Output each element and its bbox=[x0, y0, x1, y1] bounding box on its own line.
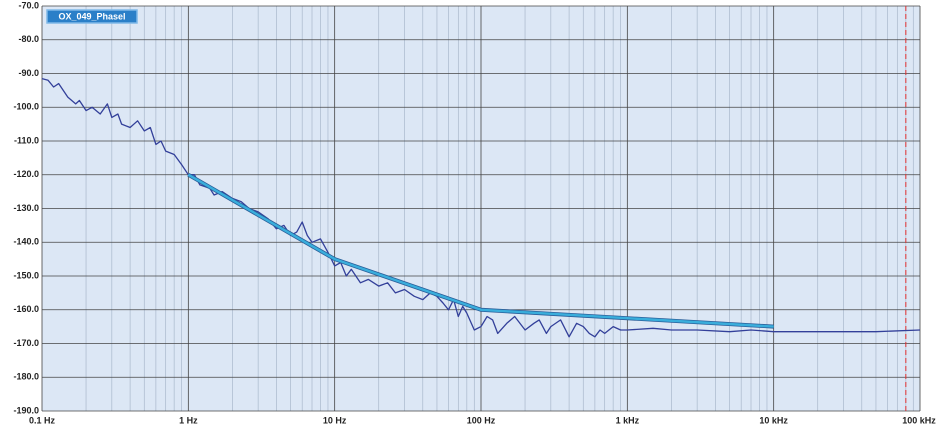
y-tick-label: -170.0 bbox=[13, 338, 39, 348]
x-tick-label: 10 kHz bbox=[759, 415, 788, 425]
x-tick-label: 10 Hz bbox=[323, 415, 347, 425]
y-tick-label: -100.0 bbox=[13, 102, 39, 112]
x-tick-label: 100 kHz bbox=[902, 415, 936, 425]
x-tick-label: 1 kHz bbox=[616, 415, 640, 425]
y-tick-label: -140.0 bbox=[13, 237, 39, 247]
series-line bbox=[41, 77, 921, 338]
x-tick-label: 100 Hz bbox=[467, 415, 496, 425]
y-tick-label: -190.0 bbox=[13, 405, 39, 415]
y-tick-label: -180.0 bbox=[13, 372, 39, 382]
y-tick-label: -160.0 bbox=[13, 304, 39, 314]
y-tick-label: -120.0 bbox=[13, 169, 39, 179]
series-line bbox=[187, 173, 774, 328]
y-tick-label: -80.0 bbox=[18, 34, 39, 44]
y-tick-label: -70.0 bbox=[18, 0, 39, 10]
legend-box bbox=[46, 9, 138, 24]
x-tick-label: 0.1 Hz bbox=[29, 415, 56, 425]
legend-label: OX_049_Phasel bbox=[58, 11, 125, 21]
y-tick-label: -130.0 bbox=[13, 203, 39, 213]
y-tick-label: -150.0 bbox=[13, 270, 39, 280]
x-tick-label: 1 Hz bbox=[179, 415, 198, 425]
y-tick-label: -90.0 bbox=[18, 68, 39, 78]
y-tick-label: -110.0 bbox=[14, 135, 39, 145]
